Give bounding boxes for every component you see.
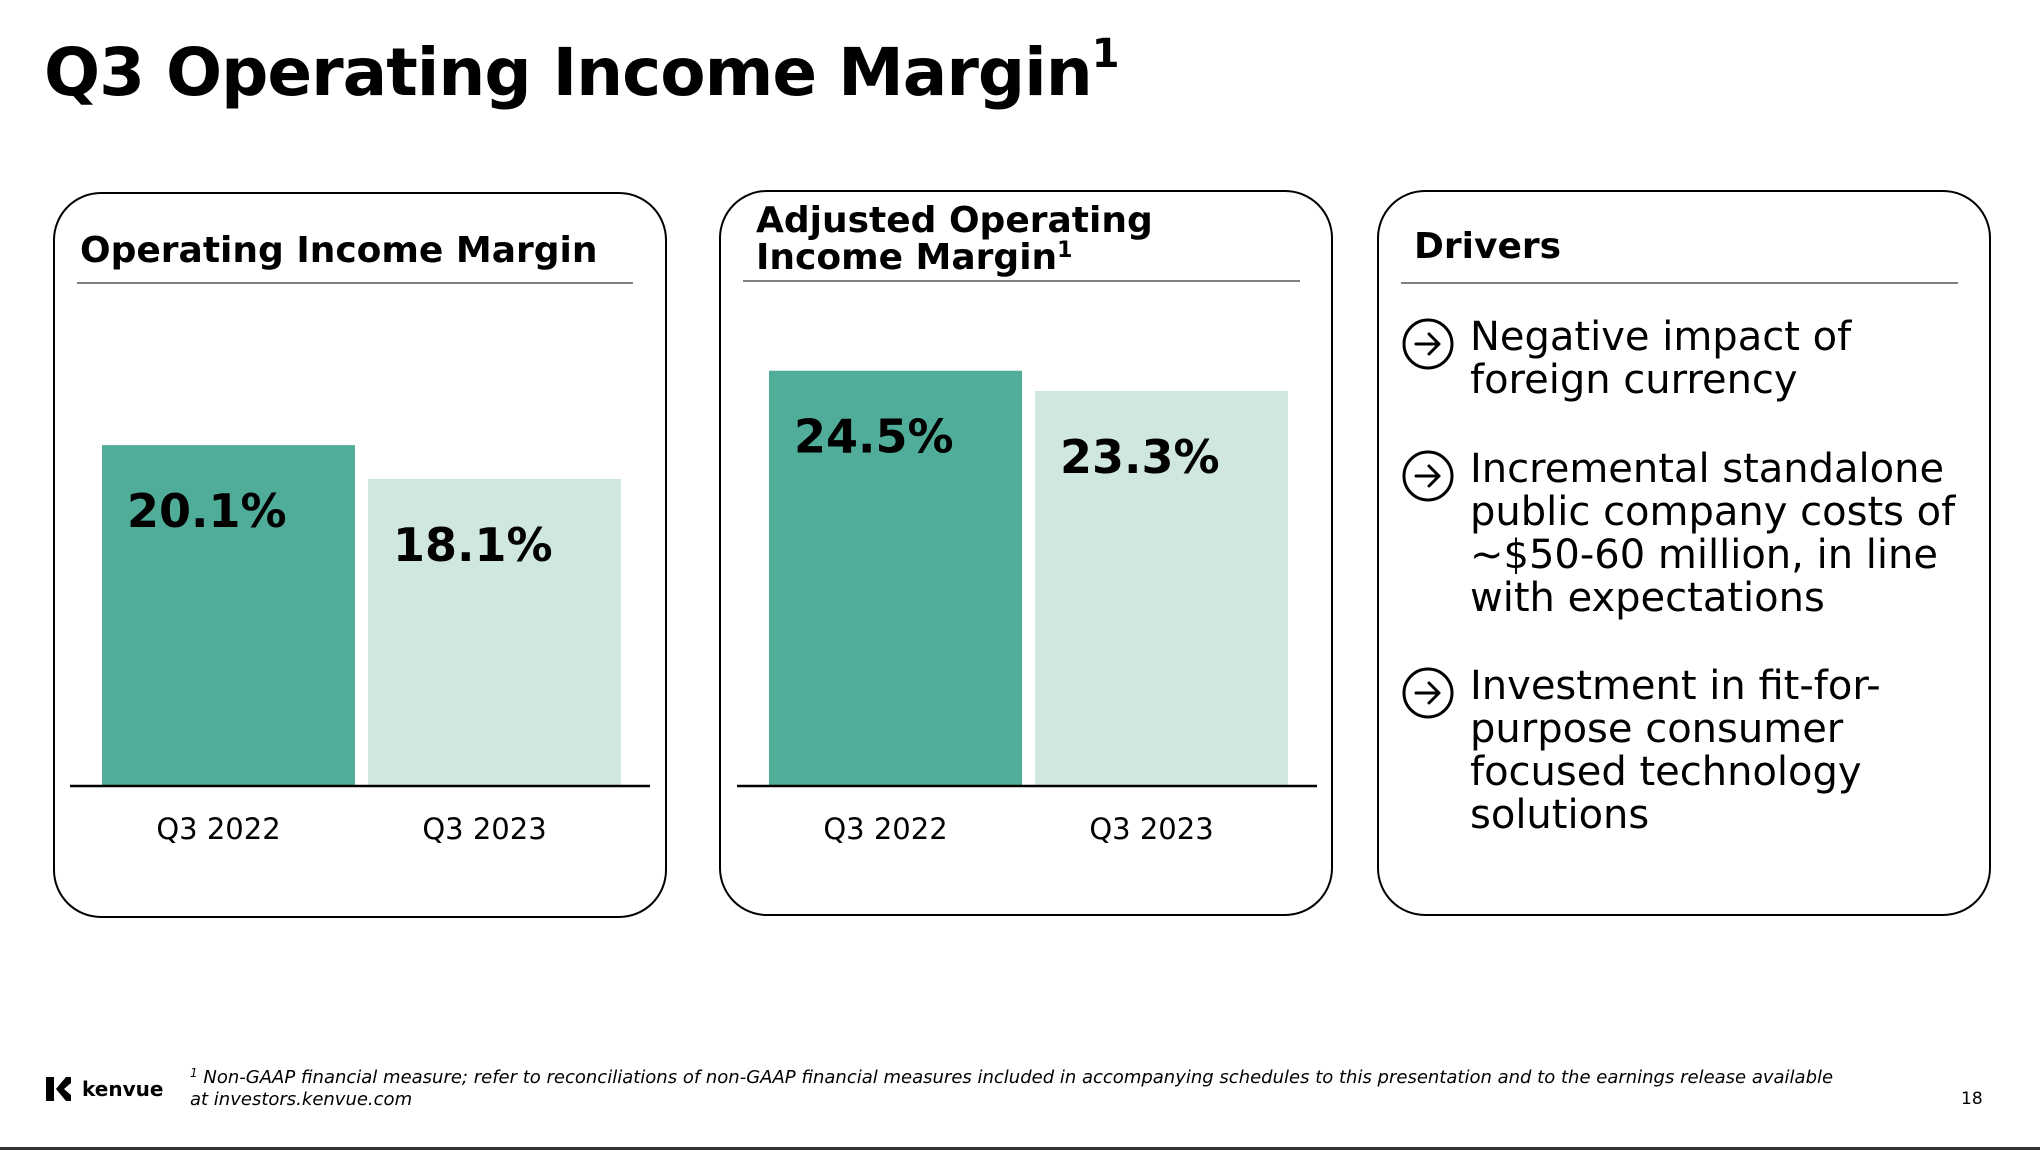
driver-item: Negative impact of foreign currency — [1400, 316, 1990, 402]
operating-margin-title: Operating Income Margin — [80, 230, 598, 271]
bar-value-label: 18.1% — [393, 518, 553, 572]
footnote: 1 Non-GAAP financial measure; refer to r… — [190, 1067, 1850, 1111]
page-title-text: Q3 Operating Income Margin — [44, 34, 1093, 111]
bar-value-label: 20.1% — [127, 484, 287, 538]
driver-item: Incremental standalone public company co… — [1400, 448, 1990, 620]
bar-value-label: 23.3% — [1060, 430, 1220, 484]
drivers-divider — [1401, 282, 1958, 284]
adjusted-margin-divider — [743, 280, 1300, 282]
page-title: Q3 Operating Income Margin1 — [44, 34, 1120, 106]
category-tick-label: Q3 2022 — [823, 812, 947, 846]
bar-q3-2022 — [769, 370, 1022, 785]
bar-q3-2023 — [1035, 391, 1288, 785]
bar-q3-2023 — [368, 478, 621, 785]
category-tick-label: Q3 2022 — [156, 812, 280, 846]
operating-margin-divider — [77, 282, 633, 284]
logo-text: kenvue — [82, 1077, 164, 1101]
bottom-border — [0, 1147, 2040, 1150]
arrow-circle-right-icon — [1402, 450, 1454, 502]
bar-value-label: 24.5% — [794, 410, 954, 464]
kenvue-logo: kenvue — [44, 1075, 163, 1103]
driver-item: Investment in fit-for-purpose consumer f… — [1400, 665, 1990, 837]
driver-text: Negative impact of foreign currency — [1470, 314, 1852, 403]
adjusted-margin-title-text: Adjusted Operating Income Margin — [756, 200, 1153, 278]
title-footnote-marker: 1 — [1091, 31, 1120, 77]
page-number: 18 — [1961, 1089, 1983, 1109]
arrow-circle-right-icon — [1402, 667, 1454, 719]
footnote-text: Non-GAAP financial measure; refer to rec… — [190, 1067, 1834, 1110]
footnote-marker: 1 — [190, 1066, 198, 1080]
adjusted-title-footnote-marker: 1 — [1057, 238, 1073, 263]
operating-margin-chart: 20.1% Q3 2022 18.1% Q3 2023 — [70, 445, 650, 846]
drivers-panel — [1377, 190, 1991, 916]
drivers-title: Drivers — [1414, 226, 1562, 267]
adjusted-margin-chart: 24.5% Q3 2022 23.3% Q3 2023 — [737, 370, 1317, 846]
arrow-circle-right-icon — [1402, 318, 1454, 370]
kenvue-k-icon — [46, 1077, 71, 1101]
driver-text: Investment in fit-for-purpose consumer f… — [1470, 663, 1881, 838]
category-tick-label: Q3 2023 — [422, 812, 546, 846]
bar-q3-2022 — [102, 445, 355, 785]
category-tick-label: Q3 2023 — [1089, 812, 1213, 846]
driver-text: Incremental standalone public company co… — [1470, 446, 1956, 621]
adjusted-margin-title: Adjusted Operating Income Margin1 — [756, 202, 1296, 276]
